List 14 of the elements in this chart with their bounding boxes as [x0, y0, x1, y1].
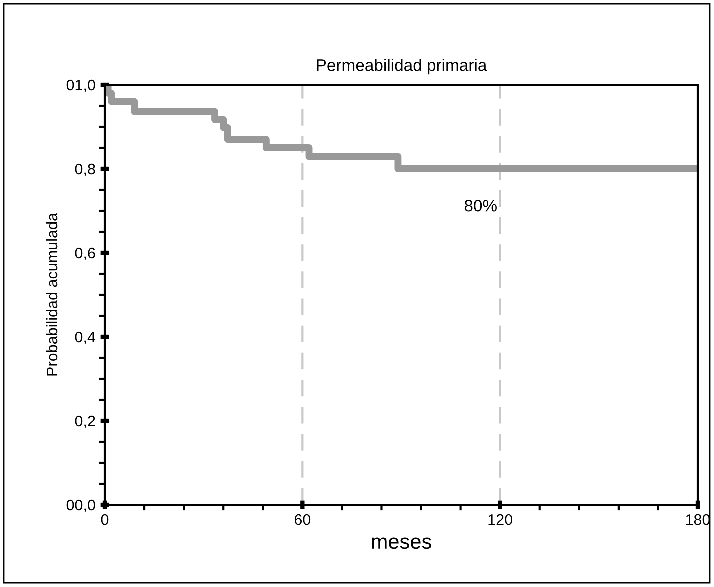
annotation: 80% — [464, 200, 497, 212]
x-tick-label: 180 — [686, 514, 710, 526]
x-tick-label: 0 — [101, 514, 109, 526]
y-tick-label: 00,0 — [66, 500, 96, 512]
y-tick-label: 01,0 — [66, 80, 96, 92]
y-tick-label: 0,2 — [75, 416, 96, 428]
chart-title: Permeabilidad primaria — [317, 59, 488, 75]
y-axis-title: Probabilidad acumulada — [46, 213, 58, 376]
y-tick-label: 0,8 — [75, 164, 96, 176]
y-tick-label: 0,6 — [75, 248, 96, 260]
y-tick-label: 0,4 — [75, 332, 96, 344]
x-tick-label: 120 — [488, 514, 512, 526]
x-tick-label: 60 — [294, 514, 311, 526]
x-axis-title: meses — [372, 538, 432, 550]
